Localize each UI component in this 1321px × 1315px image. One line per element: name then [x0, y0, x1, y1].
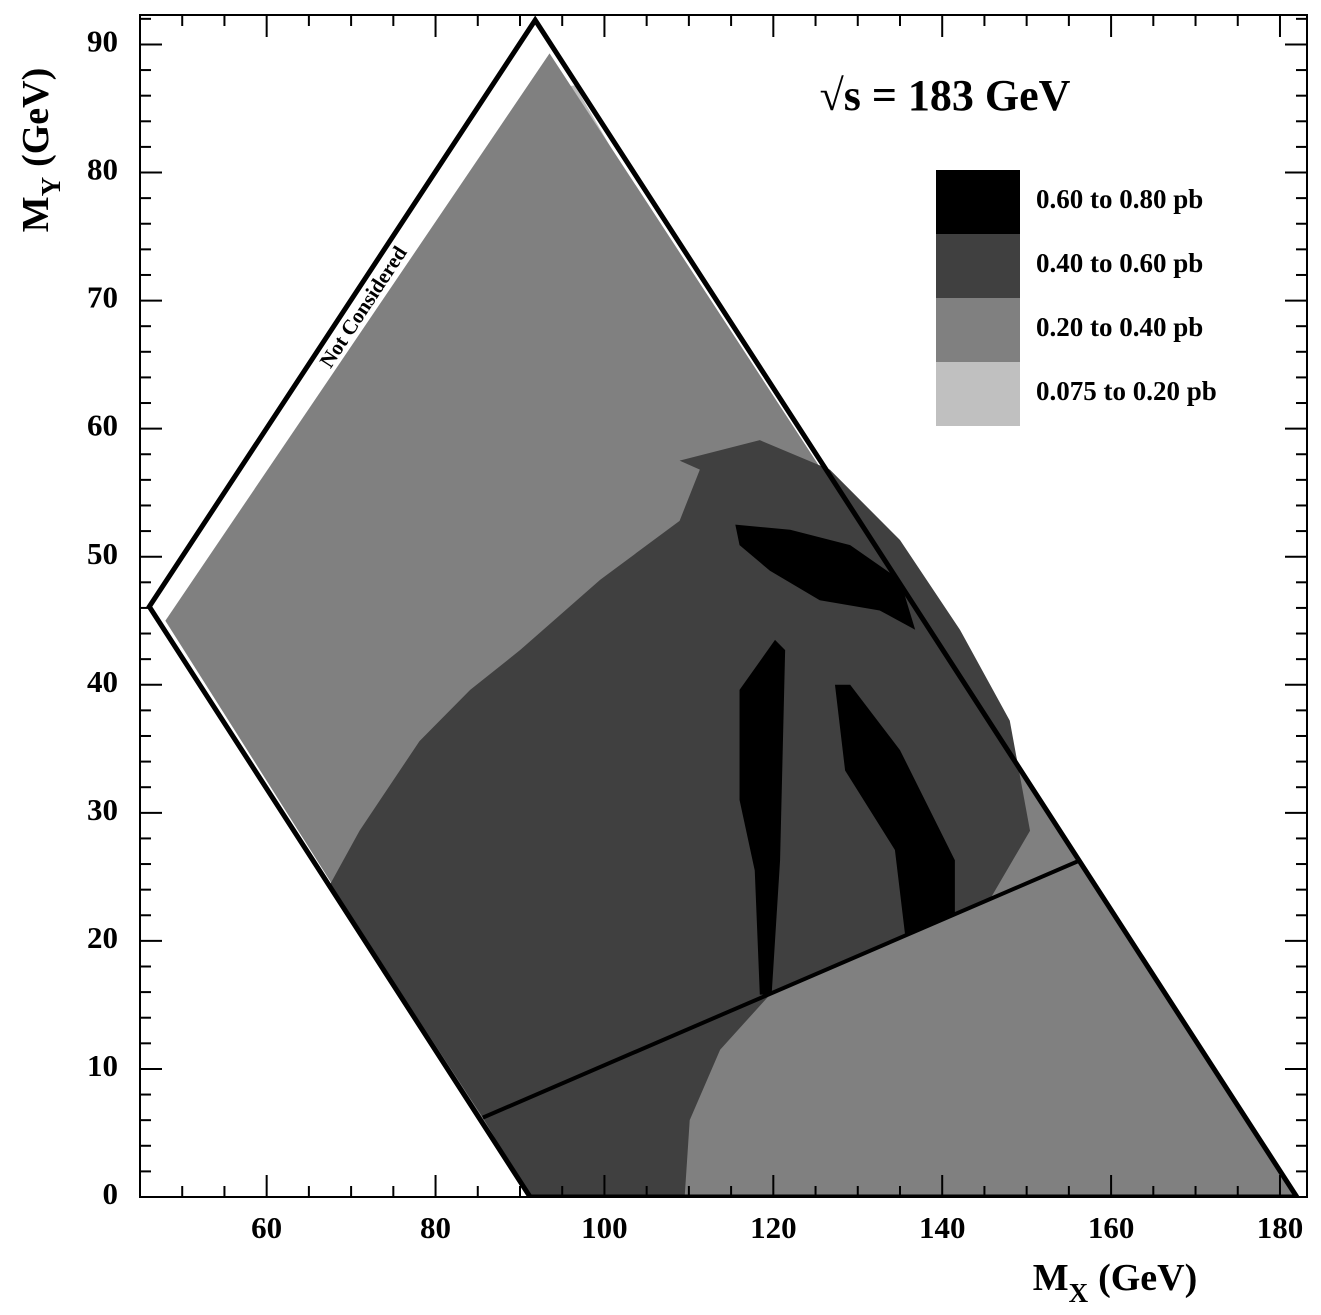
- divider: [482, 859, 1079, 1120]
- x-label-unit: (GeV): [1098, 1257, 1197, 1299]
- y-tick-label: 30: [87, 792, 118, 827]
- x-tick-label: 180: [1257, 1210, 1304, 1245]
- y-label-main: M: [15, 196, 57, 232]
- legend-label: 0.075 to 0.20 pb: [1036, 376, 1217, 406]
- x-label-sub: X: [1069, 1278, 1089, 1308]
- y-tick-label: 60: [87, 408, 118, 443]
- y-tick-label: 80: [87, 152, 118, 187]
- y-tick-label: 10: [87, 1048, 118, 1083]
- x-tick-label: 160: [1088, 1210, 1135, 1245]
- y-tick-label: 40: [87, 664, 118, 699]
- y-tick-label: 90: [87, 24, 118, 59]
- plot-area: [146, 15, 1300, 1197]
- x-tick-label: 140: [919, 1210, 966, 1245]
- y-tick-label: 0: [103, 1176, 119, 1211]
- legend-label: 0.40 to 0.60 pb: [1036, 248, 1203, 278]
- region: [834, 684, 955, 935]
- y-tick-label: 50: [87, 536, 118, 571]
- legend-swatch: [936, 234, 1020, 298]
- region: [735, 524, 916, 630]
- region: [329, 440, 1031, 1197]
- axes: 60 80 100 120 140 160 180 0 10 20 30 40 50 60 70 80 90: [87, 14, 1308, 1245]
- x-tick-label: 80: [420, 1210, 451, 1245]
- y-label-sub: Y: [36, 177, 66, 197]
- x-tick-label: 60: [251, 1210, 282, 1245]
- y-tick-label: 70: [87, 280, 118, 315]
- legend-label: 0.60 to 0.80 pb: [1036, 184, 1203, 214]
- y-tick-label: 20: [87, 920, 118, 955]
- region: [739, 639, 786, 995]
- legend-swatch: [936, 298, 1020, 362]
- legend-swatch: [936, 170, 1020, 234]
- legend-swatch: [936, 362, 1020, 426]
- x-axis-label: MX (GeV): [1033, 1257, 1198, 1308]
- x-label-main: M: [1033, 1257, 1069, 1299]
- x-tick-label: 100: [581, 1210, 628, 1245]
- x-tick-label: 120: [750, 1210, 797, 1245]
- boundary: [146, 15, 1300, 1197]
- annotation: √s = 183 GeV: [820, 71, 1071, 120]
- y-axis-label: MY (GeV): [15, 68, 66, 233]
- legend-label: 0.20 to 0.40 pb: [1036, 312, 1203, 342]
- plot-frame: [139, 14, 1308, 1198]
- y-label-unit: (GeV): [15, 68, 57, 167]
